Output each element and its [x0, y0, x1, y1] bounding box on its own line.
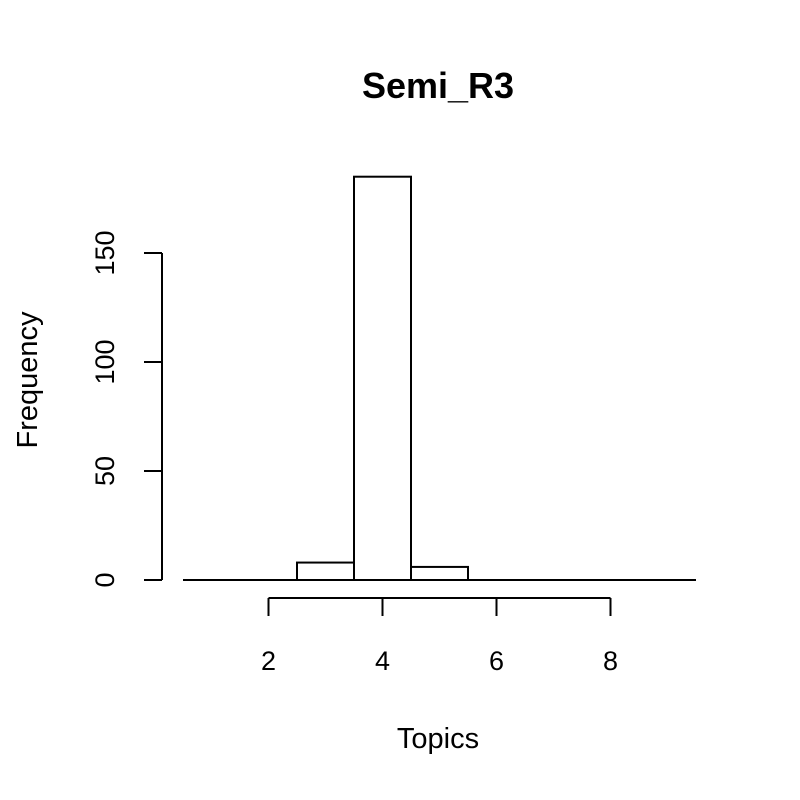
- y-tick-label-150: 150: [90, 230, 120, 275]
- x-tick-label-2: 2: [261, 646, 276, 676]
- y-axis-label: Frequency: [12, 311, 44, 449]
- x-tick-label-8: 8: [603, 646, 618, 676]
- x-tick-label-4: 4: [375, 646, 390, 676]
- histogram-bar-3: [353, 175, 412, 581]
- y-tick-label-50: 50: [90, 456, 120, 486]
- histogram-bar-4: [410, 565, 469, 581]
- bars-group: [183, 175, 696, 581]
- y-tick-label-100: 100: [90, 339, 120, 384]
- y-axis: 0 50 100 150: [90, 230, 163, 588]
- chart-title: Semi_R3: [362, 65, 514, 106]
- x-axis: 2 4 6 8: [261, 597, 618, 676]
- x-axis-label: Topics: [397, 723, 479, 755]
- y-tick-label-0: 0: [90, 572, 120, 587]
- histogram-bar-2: [296, 561, 355, 581]
- x-tick-label-6: 6: [489, 646, 504, 676]
